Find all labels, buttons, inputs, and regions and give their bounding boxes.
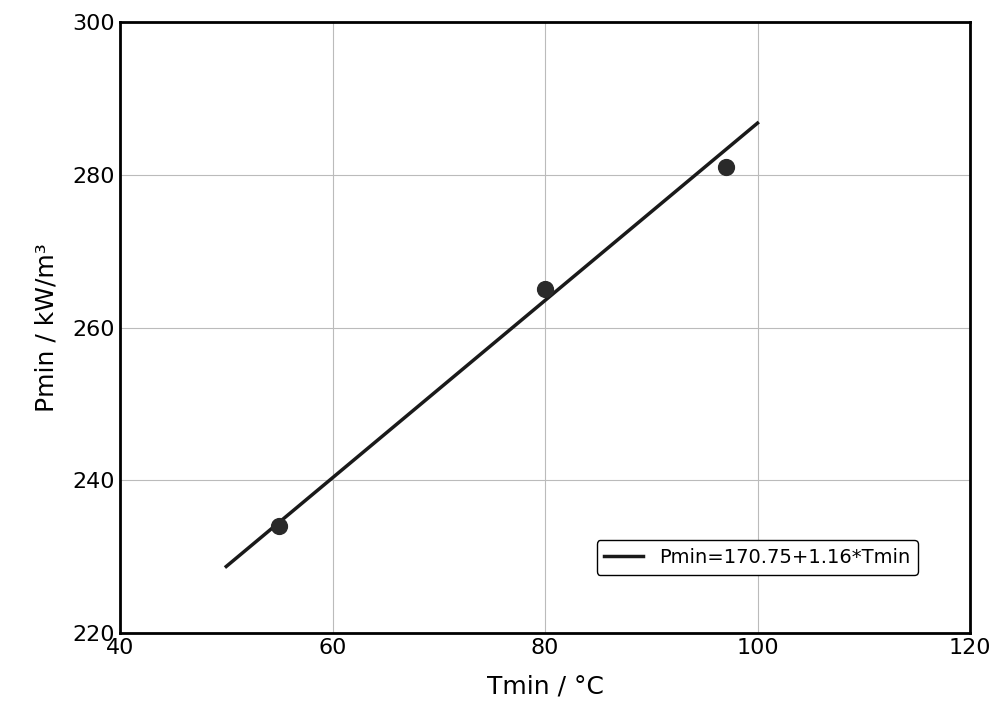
Point bbox=[718, 161, 734, 173]
Legend: Pmin=170.75+1.16*Tmin: Pmin=170.75+1.16*Tmin bbox=[597, 540, 918, 574]
Y-axis label: Pmin / kW/m³: Pmin / kW/m³ bbox=[35, 243, 59, 412]
X-axis label: Tmin / °C: Tmin / °C bbox=[487, 675, 603, 699]
Point bbox=[537, 283, 553, 295]
Point bbox=[271, 521, 287, 532]
